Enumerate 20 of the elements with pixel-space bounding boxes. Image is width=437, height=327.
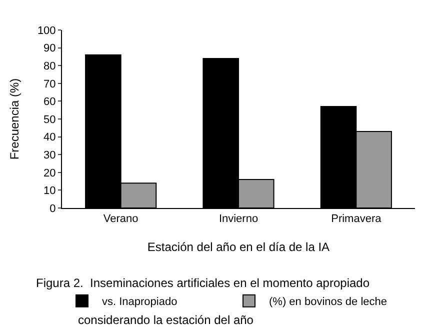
y-tick-label: 90 xyxy=(44,42,56,55)
y-axis-title: Frecuencia (%) xyxy=(8,78,22,160)
y-tick-label: 40 xyxy=(44,132,56,144)
x-tick-label: Invierno xyxy=(218,213,258,226)
x-tick-label: Primavera xyxy=(331,213,382,226)
y-tick-label: 60 xyxy=(44,96,56,108)
legend-label: (%) en bovinos de leche xyxy=(269,296,388,308)
x-tick-label: Verano xyxy=(103,213,138,226)
y-tick-label: 20 xyxy=(44,167,56,180)
legend-label: vs. Inapropiado xyxy=(102,296,178,308)
y-tick-label: 70 xyxy=(44,78,56,90)
y-tick-label: 50 xyxy=(44,114,56,126)
x-axis-title: Estación del año en el día de la IA xyxy=(147,240,330,254)
y-tick-label: 80 xyxy=(44,60,56,72)
y-tick-label: 10 xyxy=(44,185,56,198)
y-tick-label: 30 xyxy=(44,149,56,162)
text: Figura 2. Inseminaciones artificiales en el momento apropiado xyxy=(36,276,370,290)
y-tick-label: 0 xyxy=(50,202,56,215)
y-tick-label: 100 xyxy=(37,24,56,37)
text: considerando la estación del año xyxy=(78,313,254,327)
